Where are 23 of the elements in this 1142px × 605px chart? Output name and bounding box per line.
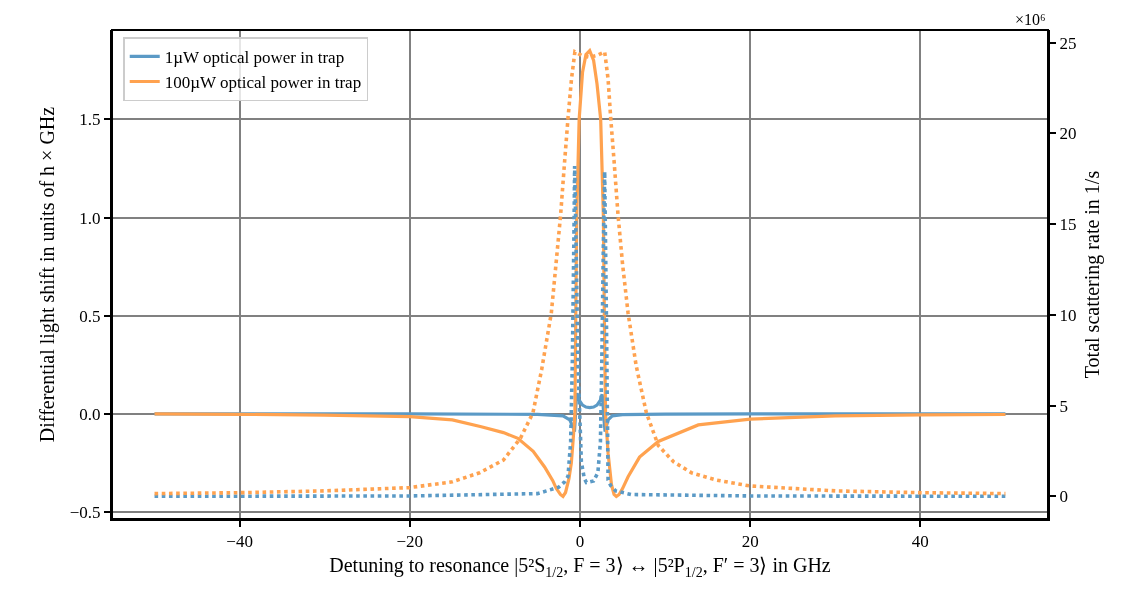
y-tick-label: 0.5 bbox=[79, 306, 101, 326]
x-tick-label: −20 bbox=[396, 532, 424, 552]
y2-tick-label: 5 bbox=[1059, 396, 1068, 416]
y2-tick-label: 25 bbox=[1059, 33, 1077, 53]
x-tick-label: −40 bbox=[226, 532, 253, 552]
y2-tick-label: 20 bbox=[1059, 124, 1077, 144]
line-series bbox=[152, 164, 1008, 499]
y2-tick-label: 10 bbox=[1059, 305, 1077, 325]
x-axis-title: Detuning to resonance |5²S$_{1/2}$, F = 3⟩ ↔ |5²P$_{1/2}$, F′ = 3⟩ in GHz bbox=[329, 554, 831, 580]
y-axis-title: Differential light shift in units of h × GHz bbox=[35, 106, 59, 443]
x-tick-label: 40 bbox=[911, 532, 929, 552]
y2-axis-title: Total scattering rate in 1/s bbox=[1081, 170, 1105, 379]
y-tick-label: −0.5 bbox=[69, 503, 101, 523]
text: ×10⁶ bbox=[1015, 11, 1046, 28]
y2-tick-label: 15 bbox=[1059, 215, 1077, 235]
y-tick-label: 1.0 bbox=[79, 208, 101, 228]
y-tick-label: 0.0 bbox=[79, 404, 101, 424]
x-tick-label: 0 bbox=[575, 532, 585, 552]
x-tick-label: 20 bbox=[741, 532, 759, 552]
legend-label: 100µW optical power in trap bbox=[164, 73, 362, 93]
legend-label: 1µW optical power in trap bbox=[164, 48, 345, 68]
y-tick-label: 1.5 bbox=[79, 110, 101, 130]
y2-tick-label: 0 bbox=[1059, 487, 1068, 507]
